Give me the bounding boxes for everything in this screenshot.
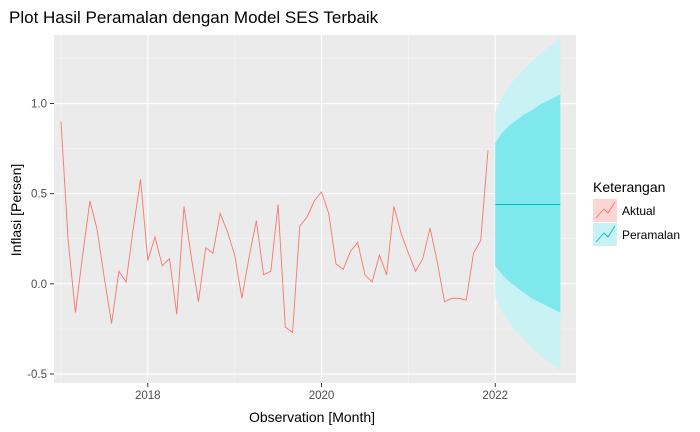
axes: 2018 2020 2022 -0.5 0.0 0.5 1.0 xyxy=(27,99,508,402)
y-tick-label: -0.5 xyxy=(27,369,47,381)
forecast-intervals xyxy=(495,36,561,371)
legend-glyph-peramalan xyxy=(595,225,616,243)
legend-label-peramalan: Peramalan xyxy=(622,228,680,242)
x-tick-label: 2020 xyxy=(309,390,335,402)
series-line-aktual xyxy=(60,121,489,334)
legend-title: Keterangan xyxy=(593,179,665,195)
plot-panel xyxy=(54,35,576,383)
interval-80-band xyxy=(495,94,561,313)
legend: Keterangan Aktual Peramalan xyxy=(593,179,680,246)
x-tick-label: 2022 xyxy=(482,390,508,402)
chart-title: Plot Hasil Peramalan dengan Model SES Te… xyxy=(9,8,379,27)
x-axis-title: Observation [Month] xyxy=(249,409,375,425)
x-tick-label: 2018 xyxy=(135,390,161,402)
series-lines xyxy=(60,121,561,334)
legend-glyph-aktual xyxy=(595,201,616,219)
y-tick-label: 0.5 xyxy=(31,189,47,201)
grid-minor xyxy=(54,35,576,383)
y-tick-label: 1.0 xyxy=(31,99,47,111)
y-tick-label: 0.0 xyxy=(31,279,47,291)
legend-label-aktual: Aktual xyxy=(622,204,655,218)
y-axis-title: Inflasi [Persen] xyxy=(8,164,24,257)
legend-keys: Aktual Peramalan xyxy=(593,199,680,246)
